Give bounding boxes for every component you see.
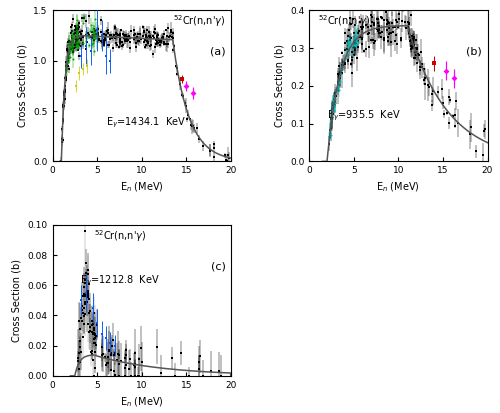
Text: E$_{\gamma}$=1434.1  KeV: E$_{\gamma}$=1434.1 KeV: [106, 116, 186, 131]
X-axis label: E$_n$ (MeV): E$_n$ (MeV): [376, 181, 420, 195]
Text: (b): (b): [466, 47, 482, 57]
Text: E$_{\gamma}$=935.5  KeV: E$_{\gamma}$=935.5 KeV: [327, 109, 401, 123]
Y-axis label: Cross Section (b): Cross Section (b): [12, 259, 22, 342]
X-axis label: E$_n$ (MeV): E$_n$ (MeV): [120, 181, 164, 195]
Text: (c): (c): [210, 261, 226, 271]
X-axis label: E$_n$ (MeV): E$_n$ (MeV): [120, 395, 164, 409]
Text: $^{52}$Cr(n,n'$\gamma$): $^{52}$Cr(n,n'$\gamma$): [173, 13, 226, 29]
Y-axis label: Cross Section (b): Cross Section (b): [18, 44, 28, 127]
Text: (a): (a): [210, 47, 226, 57]
Text: $^{52}$Cr(n,n'$\gamma$): $^{52}$Cr(n,n'$\gamma$): [318, 13, 370, 29]
Y-axis label: Cross Section (b): Cross Section (b): [274, 44, 284, 127]
Text: E$_{\gamma}$=1212.8  KeV: E$_{\gamma}$=1212.8 KeV: [80, 273, 160, 287]
Text: $^{52}$Cr(n,n'$\gamma$): $^{52}$Cr(n,n'$\gamma$): [94, 228, 146, 244]
